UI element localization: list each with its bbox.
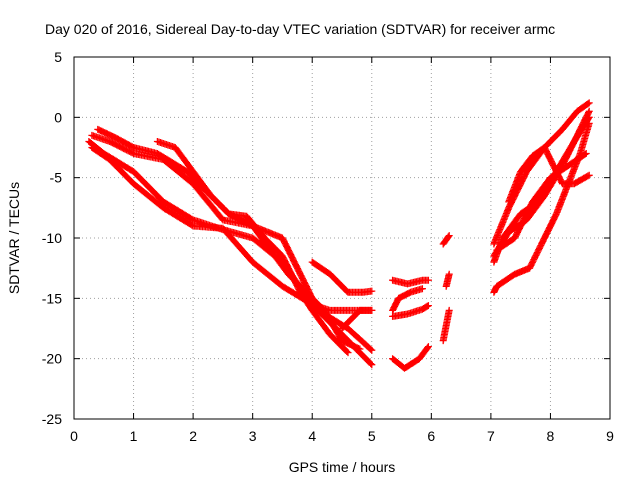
data-series: [389, 343, 432, 372]
data-point-markers: [389, 343, 432, 372]
x-tick-label: 4: [308, 428, 316, 444]
data-series: [338, 306, 376, 332]
x-tick-label: 0: [70, 428, 78, 444]
data-series: [493, 150, 590, 254]
data-point-markers: [442, 270, 453, 290]
data-series: [439, 306, 453, 345]
y-axis-label: SDTVAR / TECUs: [6, 182, 22, 294]
x-tick-label: 8: [547, 428, 555, 444]
y-tick-label: -5: [50, 170, 63, 186]
x-tick-label: 3: [249, 428, 257, 444]
data-series: [389, 285, 426, 314]
data-point-markers: [153, 138, 364, 353]
data-series: [505, 144, 593, 206]
data-point-markers: [85, 138, 376, 314]
chart-title: Day 020 of 2016, Sidereal Day-to-day VTE…: [45, 21, 555, 37]
data-point-markers: [308, 258, 376, 296]
data-series: [439, 232, 453, 248]
data-series: [389, 276, 432, 288]
y-tick-label: 0: [54, 109, 62, 125]
data-series: [94, 125, 352, 357]
data-point-markers: [389, 285, 426, 314]
data-series: [308, 258, 376, 296]
data-series: [442, 270, 453, 290]
data-point-markers: [439, 232, 453, 248]
y-tick-label: -10: [42, 230, 62, 246]
x-axis-label: GPS time / hours: [289, 459, 396, 475]
y-tick-label: -20: [42, 351, 62, 367]
data-point-markers: [338, 306, 376, 332]
x-tick-label: 1: [130, 428, 138, 444]
data-point-markers: [505, 144, 593, 206]
data-series: [88, 144, 376, 369]
grid: [74, 57, 610, 419]
data-point-markers: [490, 99, 593, 248]
y-tick-label: -25: [42, 411, 62, 427]
data-point-markers: [94, 125, 352, 357]
x-tick-label: 9: [606, 428, 614, 444]
y-tick-label: -15: [42, 290, 62, 306]
x-tick-label: 5: [368, 428, 376, 444]
data-series: [389, 302, 432, 320]
data-series: [85, 138, 376, 314]
axis-ticks: 0 1 2 3 4 5 6 7 8 9 -25 -20 -15 -10 -5 0 5: [42, 49, 614, 444]
data-point-markers: [88, 144, 376, 369]
data-point-markers: [439, 306, 453, 345]
data-marks: [85, 99, 593, 372]
data-point-markers: [493, 150, 590, 254]
data-point-markers: [389, 302, 432, 320]
y-tick-label: 5: [54, 49, 62, 65]
x-tick-label: 2: [189, 428, 197, 444]
x-tick-label: 7: [487, 428, 495, 444]
x-tick-label: 6: [427, 428, 435, 444]
data-point-markers: [389, 276, 432, 288]
data-series: [490, 99, 593, 248]
data-series: [153, 138, 364, 353]
